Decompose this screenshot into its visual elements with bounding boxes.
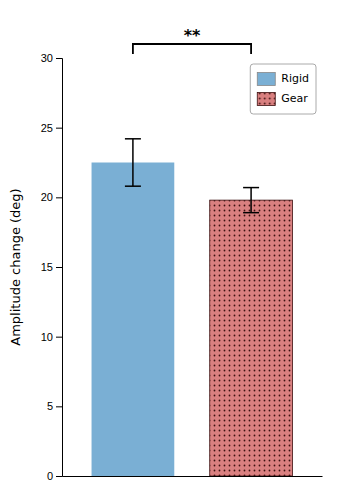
error-bar-stem (250, 188, 252, 213)
y-tick-label: 30 (41, 52, 53, 64)
y-tick: 0 (47, 470, 62, 482)
bar (210, 200, 293, 476)
legend-label: Gear (281, 92, 308, 105)
y-tick-label: 0 (47, 470, 53, 482)
error-bar (125, 139, 141, 186)
significance-bracket (133, 44, 251, 54)
y-tick: 20 (41, 191, 62, 203)
y-tick-mark (56, 406, 62, 407)
legend-label: Rigid (281, 72, 309, 85)
y-tick: 30 (41, 52, 62, 64)
y-axis: 0 5 10 15 20 25 30 (41, 52, 63, 482)
legend-swatch (257, 73, 275, 86)
y-tick-mark (56, 337, 62, 338)
plot-area: 0 5 10 15 20 25 30 ** Rigid Gear (41, 26, 323, 482)
y-tick-mark (56, 267, 62, 268)
y-tick: 10 (41, 331, 62, 343)
y-tick-label: 20 (41, 191, 53, 203)
error-bar-cap (125, 185, 141, 187)
annotation: ** (184, 26, 201, 45)
error-bar (243, 188, 259, 213)
bar (92, 163, 175, 477)
x-axis (63, 476, 323, 477)
error-bar-stem (132, 139, 134, 186)
y-tick-label: 25 (41, 122, 53, 134)
x-axis-line (63, 476, 323, 477)
chart: 0 5 10 15 20 25 30 ** Rigid Gear Amplitude change … (0, 0, 338, 500)
marks (92, 139, 293, 476)
y-tick-mark (56, 58, 62, 59)
y-tick-mark (56, 197, 62, 198)
y-tick: 15 (41, 261, 62, 273)
y-tick-mark (56, 128, 62, 129)
error-bar-cap (243, 187, 259, 189)
y-tick-label: 15 (41, 261, 53, 273)
error-bar-cap (243, 212, 259, 214)
y-tick: 5 (47, 400, 62, 412)
y-tick-label: 10 (41, 331, 53, 343)
legend-item: Gear (257, 92, 308, 106)
y-tick: 25 (41, 122, 62, 134)
error-bar-cap (125, 138, 141, 140)
y-tick-mark (56, 476, 62, 477)
legend-swatch (257, 93, 275, 106)
legend-frame (250, 64, 316, 114)
legend: Rigid Gear (250, 64, 316, 114)
y-axis-line (56, 59, 63, 477)
y-axis-title: Amplitude change (deg) (8, 188, 23, 345)
y-tick-label: 5 (47, 400, 53, 412)
legend-item: Rigid (257, 72, 309, 86)
